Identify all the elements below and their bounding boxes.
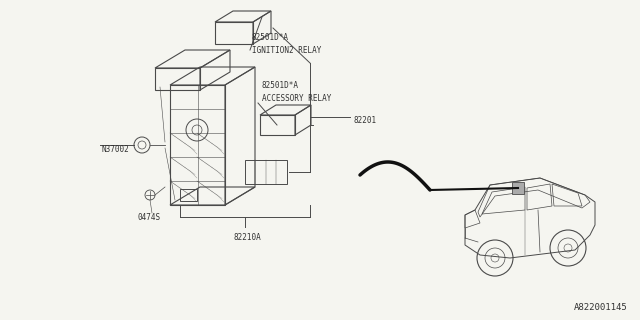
Text: 82501D*A: 82501D*A [262,81,299,90]
Polygon shape [512,182,524,194]
Text: N37002: N37002 [102,145,130,154]
Text: 0474S: 0474S [138,213,161,222]
Text: IGNITION2 RELAY: IGNITION2 RELAY [252,46,321,55]
Text: 82201: 82201 [353,116,376,124]
Text: ACCESSORY RELAY: ACCESSORY RELAY [262,94,332,103]
Text: 82210A: 82210A [233,233,260,242]
Text: A822001145: A822001145 [574,303,628,312]
Text: 82501D*A: 82501D*A [252,33,289,42]
